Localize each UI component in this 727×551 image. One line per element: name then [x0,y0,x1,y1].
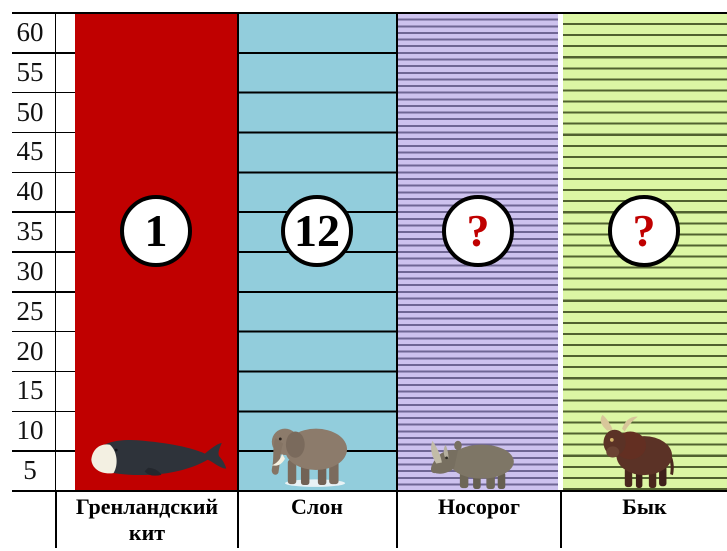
label-elephant: Слон [291,494,343,519]
y-axis-label: 55 [16,56,44,87]
value-rhino-question: ? [466,205,490,256]
y-axis-label: 30 [16,255,44,286]
y-axis-tick-line [12,91,75,94]
y-axis-label: 50 [16,96,44,127]
column-separator [395,13,398,491]
y-axis-tick-line [12,330,75,333]
y-axis-tick-line [12,171,75,174]
value-circle-rhino: ? [442,195,514,267]
value-whale: 1 [144,205,168,256]
y-axis-label: 60 [16,17,44,47]
chart-top-border [12,12,727,14]
y-axis-label: 5 [23,455,37,486]
value-circle-elephant: 12 [281,195,353,267]
y-axis-label: 20 [16,335,44,366]
value-bull-question: ? [632,205,656,256]
rhinoceros-icon [431,440,514,490]
label-rhino: Носорог [437,494,521,519]
y-axis-label: 25 [16,295,44,326]
name-row-separator [54,491,57,548]
y-axis-label: 45 [16,136,44,167]
value-circle-bull: ? [608,195,680,267]
y-axis-tick-line [12,251,75,253]
y-axis-tick-line [12,450,75,452]
bowhead-whale-icon [91,439,227,476]
value-elephant: 12 [294,205,340,256]
y-axis-label: 15 [16,375,44,406]
label-whale: Гренландский кит [75,494,219,545]
y-axis-label: 10 [16,415,44,446]
name-row-separator [237,491,239,548]
column-separator [237,13,240,491]
y-axis-label: 35 [16,216,44,247]
y-axis-line [54,13,57,548]
y-axis-tick-line [12,410,75,413]
value-circle-whale: 1 [120,195,192,267]
elephant-icon [271,428,348,487]
y-axis-tick-line [12,370,75,373]
y-axis-tick-line [12,211,75,213]
y-axis-tick-line [12,131,75,134]
name-row-separator [395,491,398,548]
column-bull [563,14,727,491]
bull-icon [600,414,674,489]
y-axis-tick-line [12,52,75,54]
label-bull: Бык [622,494,667,519]
y-axis-label: 40 [16,176,44,207]
name-row-separator [560,491,562,548]
y-axis-tick-line [12,291,75,293]
chart-bottom-border [12,489,727,492]
